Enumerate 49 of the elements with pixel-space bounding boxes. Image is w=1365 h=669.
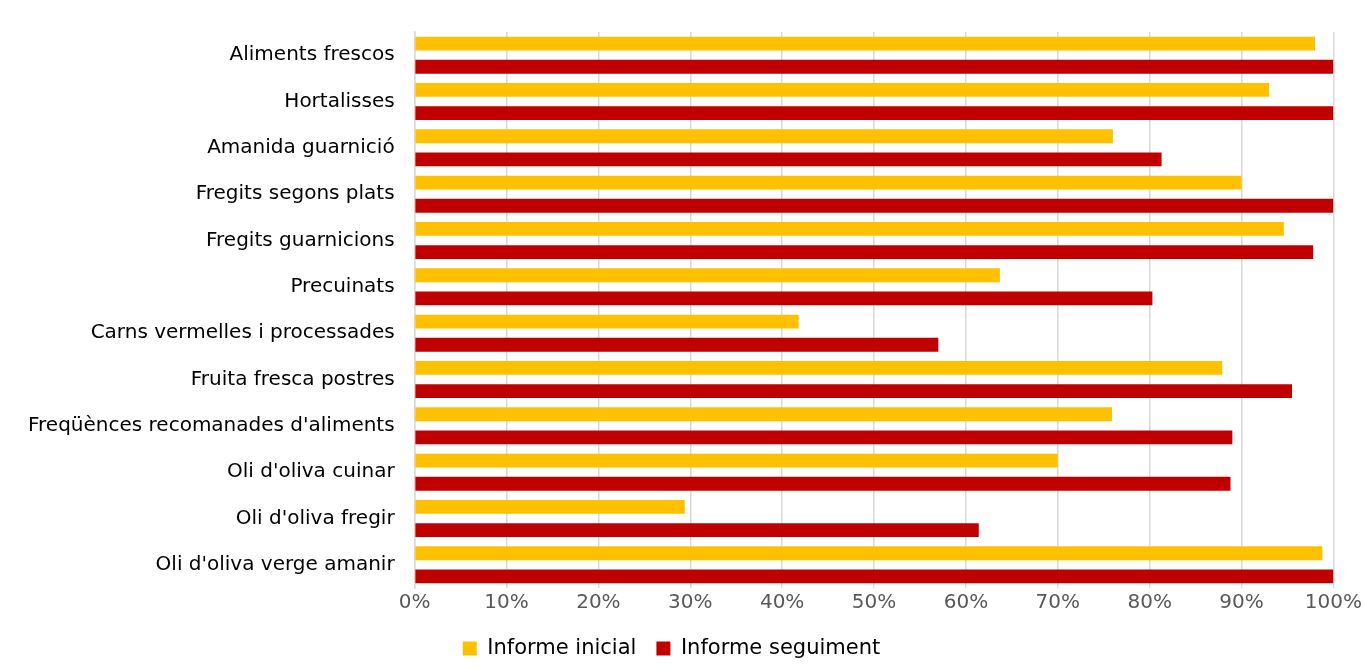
bar — [415, 453, 1058, 468]
y-tick-label: Oli d'oliva fregir — [235, 504, 396, 529]
bar — [415, 476, 1231, 491]
bar — [415, 36, 1316, 51]
x-tick-label: 10% — [484, 589, 529, 614]
y-tick-label: Hortalisses — [284, 87, 395, 112]
bar — [415, 268, 1000, 283]
bar — [415, 523, 979, 538]
bar — [415, 152, 1162, 167]
bar — [415, 546, 1323, 561]
bar — [415, 59, 1334, 74]
y-tick-label: Fregits guarnicions — [206, 226, 395, 251]
x-tick-label: 0% — [398, 589, 431, 614]
bar — [415, 360, 1223, 375]
y-tick-label: Aliments frescos — [229, 41, 395, 66]
y-tick-label: Fregits segons plats — [195, 180, 395, 205]
y-tick-label: Amanida guarnició — [207, 134, 395, 159]
y-tick-label: Oli d'oliva verge amanir — [155, 551, 396, 576]
bar — [415, 291, 1153, 306]
bar — [415, 221, 1284, 236]
bar — [415, 430, 1233, 445]
x-tick-label: 40% — [759, 589, 805, 614]
x-tick-label: 80% — [1127, 589, 1172, 614]
bar — [415, 569, 1334, 584]
bar — [415, 198, 1334, 213]
x-tick-label: 60% — [943, 589, 989, 614]
x-tick-label: 20% — [576, 589, 621, 614]
y-tick-label: Precuinats — [290, 273, 395, 298]
bar — [415, 129, 1113, 144]
bar — [415, 499, 685, 514]
bar — [415, 337, 939, 352]
bar — [415, 106, 1334, 121]
y-tick-label: Fruita fresca postres — [190, 365, 395, 390]
legend-label: Informe inicial — [487, 634, 637, 659]
x-tick-label: 100% — [1304, 589, 1362, 614]
y-tick-label: Oli d'oliva cuinar — [227, 458, 396, 483]
x-tick-label: 70% — [1035, 589, 1080, 614]
legend-label: Informe seguiment — [680, 634, 881, 659]
x-tick-label: 30% — [668, 589, 713, 614]
bar — [415, 407, 1112, 422]
x-tick-label: 50% — [851, 589, 897, 614]
bar — [415, 175, 1242, 190]
y-tick-label: Carns vermelles i processades — [90, 319, 395, 344]
bar — [415, 314, 799, 329]
y-tick-label: Freqüènces recomanades d'aliments — [28, 412, 395, 437]
bar — [415, 245, 1314, 260]
bar — [415, 384, 1293, 399]
x-tick-label: 90% — [1219, 589, 1264, 614]
bar — [415, 82, 1270, 97]
